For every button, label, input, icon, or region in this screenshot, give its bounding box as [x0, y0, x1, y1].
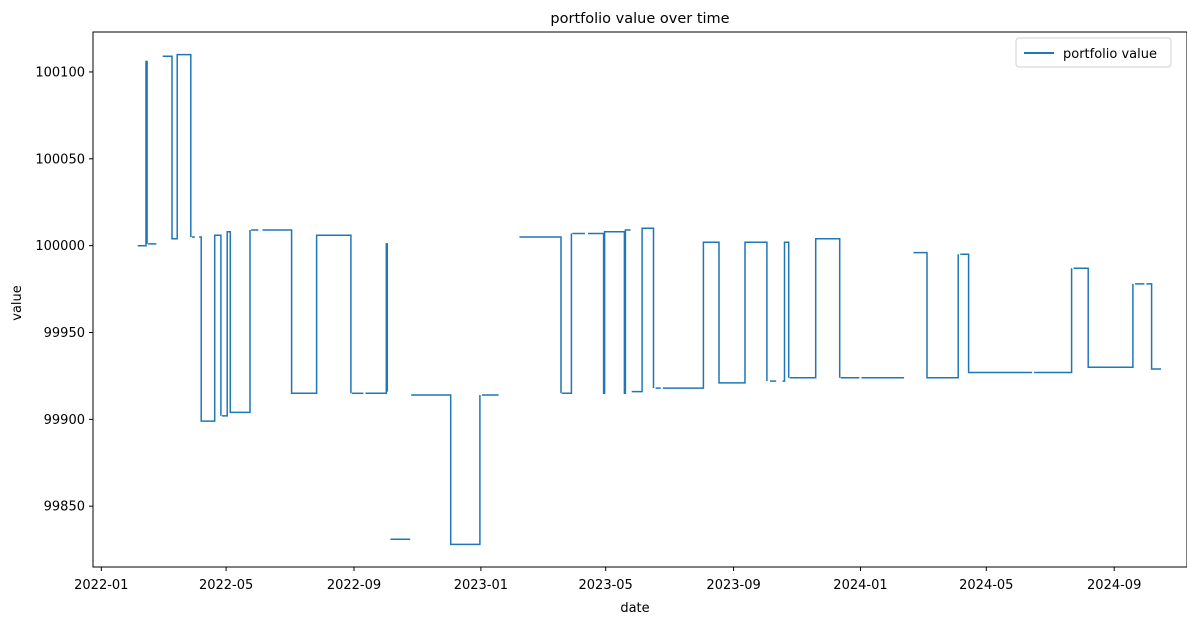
series-line-segment: [411, 394, 481, 546]
legend-box: [1015, 37, 1172, 68]
x-tick-label: 2023-01: [454, 578, 508, 593]
plot-frame: [92, 31, 1187, 568]
y-tick-label: 100100: [35, 65, 85, 80]
y-tick-label: 99850: [44, 500, 85, 515]
y-tick-label: 100050: [35, 152, 85, 167]
x-tick-label: 2023-05: [579, 578, 633, 593]
y-axis-ticks: 99850 99900 99950 100000 100050 100100: [35, 65, 93, 515]
series-layer: [137, 53, 1161, 546]
series-line-segment: [913, 251, 959, 379]
x-tick-label: 2022-01: [74, 578, 128, 593]
series-line-segment: [199, 234, 222, 422]
series-line-segment: [960, 253, 1033, 374]
x-tick-label: 2022-05: [199, 578, 253, 593]
series-line-segment: [262, 229, 352, 395]
y-tick-label: 99950: [44, 326, 85, 341]
x-tick-label: 2024-09: [1087, 578, 1141, 593]
legend-label: portfolio value: [1063, 47, 1157, 62]
legend: portfolio value: [1015, 37, 1172, 68]
x-tick-label: 2024-05: [959, 578, 1013, 593]
series-line-segment: [782, 241, 790, 382]
series-line-segment: [789, 237, 841, 379]
series-line-segment: [1146, 283, 1161, 370]
x-tick-label: 2023-09: [706, 578, 760, 593]
x-axis-label: date: [620, 601, 649, 616]
x-tick-label: 2022-09: [327, 578, 381, 593]
series-line-segment: [222, 230, 251, 417]
series-line-segment: [588, 229, 631, 395]
series-line-segment: [1073, 267, 1134, 368]
series-line-segment: [562, 233, 573, 395]
series-line-segment: [162, 53, 192, 240]
y-tick-label: 99900: [44, 413, 85, 428]
x-axis-ticks: 2022-01 2022-05 2022-09 2023-01 2023-05 2023-…: [74, 567, 1141, 593]
chart-title: portfolio value over time: [550, 11, 729, 27]
series-line-segment: [365, 243, 389, 395]
y-tick-label: 100000: [35, 239, 85, 254]
series-line-segment: [519, 236, 562, 394]
series-line-segment: [137, 60, 148, 247]
y-axis-label: value: [10, 285, 25, 321]
x-tick-label: 2024-01: [833, 578, 887, 593]
series-line-segment: [1034, 268, 1073, 374]
series-line-segment: [662, 241, 768, 389]
series-line-segment: [631, 227, 655, 393]
